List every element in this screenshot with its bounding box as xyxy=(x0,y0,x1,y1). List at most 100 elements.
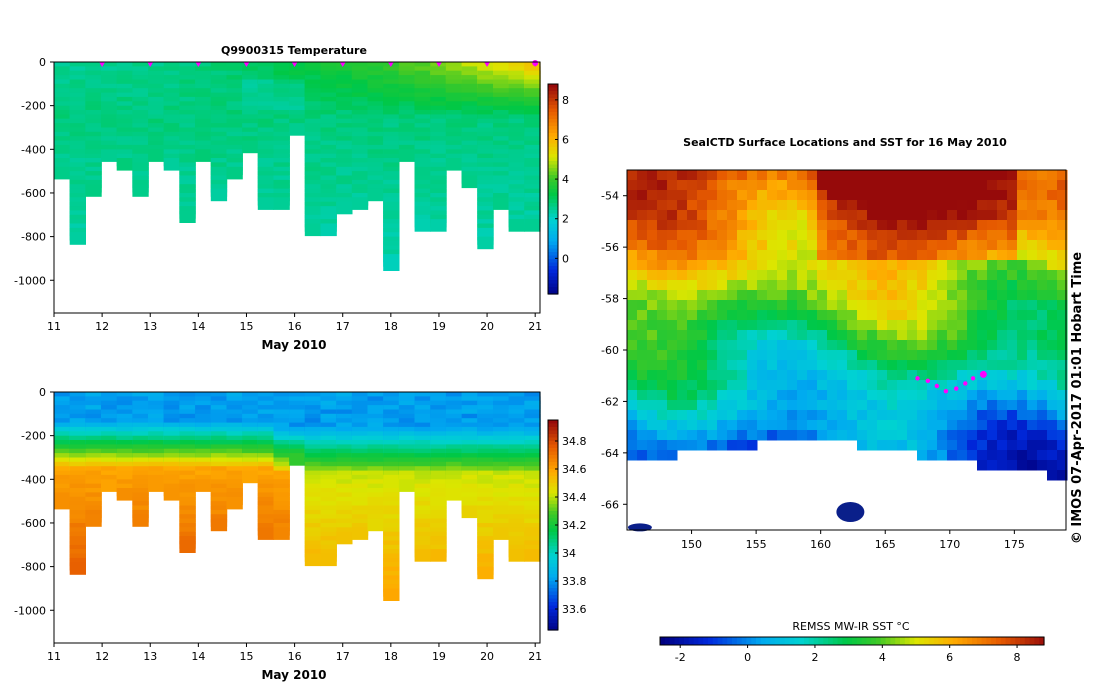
y-tick-label: -800 xyxy=(21,231,46,244)
sst-cell xyxy=(837,220,848,231)
sst-cell xyxy=(947,340,958,351)
sst-cell xyxy=(1027,260,1038,271)
sst-cell xyxy=(927,230,938,241)
sst-cell xyxy=(797,230,808,241)
sst-cell xyxy=(787,320,798,331)
sst-cell xyxy=(1037,450,1048,461)
y-tick-label: 0 xyxy=(39,386,46,399)
sst-cell xyxy=(947,280,958,291)
colorbar-swatch xyxy=(548,479,558,484)
sst-cell xyxy=(907,220,918,231)
sst-cell xyxy=(1027,430,1038,441)
data-cell xyxy=(116,158,133,171)
sst-cell xyxy=(697,330,708,341)
sst-cell xyxy=(1007,440,1018,451)
sst-cell xyxy=(727,430,738,441)
colorbar-swatch xyxy=(548,444,558,449)
colorbar-swatch xyxy=(548,539,558,544)
sst-cell xyxy=(847,410,858,421)
sst-cell xyxy=(967,370,978,381)
sst-cell xyxy=(907,400,918,411)
sst-cell xyxy=(977,240,988,251)
sst-cell xyxy=(867,330,878,341)
colorbar-swatch xyxy=(804,637,810,645)
sst-cell xyxy=(807,170,818,181)
sst-cell xyxy=(657,450,668,461)
sst-cell xyxy=(627,320,638,331)
sst-cell xyxy=(887,320,898,331)
sst-cell xyxy=(987,440,998,451)
colorbar-swatch xyxy=(548,567,558,572)
colorbar-swatch xyxy=(548,577,558,582)
sst-cell xyxy=(1057,400,1068,411)
sst-cell xyxy=(837,200,848,211)
sst-cell xyxy=(997,310,1008,321)
sst-cell xyxy=(1007,340,1018,351)
sst-cell xyxy=(1027,240,1038,251)
colorbar-swatch xyxy=(548,273,558,278)
sst-cell xyxy=(697,310,708,321)
sst-cell xyxy=(1017,240,1028,251)
sst-cell xyxy=(687,390,698,401)
sst-cell xyxy=(757,370,768,381)
sst-cell xyxy=(1057,180,1068,191)
sst-cell xyxy=(947,430,958,441)
sst-cell xyxy=(897,270,908,281)
sst-cell xyxy=(767,360,778,371)
sst-cell xyxy=(657,240,668,251)
sst-cell xyxy=(1037,180,1048,191)
colorbar-swatch xyxy=(1034,637,1040,645)
colorbar-swatch xyxy=(548,448,558,453)
sst-cell xyxy=(997,170,1008,181)
sst-cell xyxy=(1037,300,1048,311)
colorbar-swatch xyxy=(548,486,558,491)
sst-cell xyxy=(827,240,838,251)
sst-cell xyxy=(637,400,648,411)
colorbar-swatch xyxy=(856,637,863,645)
sst-cell xyxy=(897,320,908,331)
sst-cell xyxy=(817,300,828,311)
sst-cell xyxy=(977,280,988,291)
sst-cell xyxy=(807,210,818,221)
sst-cell xyxy=(1007,220,1018,231)
colorbar-swatch xyxy=(775,637,781,645)
temperature-title: Q9900315 Temperature xyxy=(221,44,367,57)
sst-cell xyxy=(747,410,758,421)
sst-cell xyxy=(957,380,968,391)
sst-cell xyxy=(787,180,798,191)
sst-cell xyxy=(1017,290,1028,301)
sst-cell xyxy=(967,310,978,321)
sst-cell xyxy=(927,420,938,431)
colorbar-swatch xyxy=(548,234,558,239)
salinity-y-axis: 0-200-400-600-800-1000 xyxy=(14,386,54,617)
sst-cell xyxy=(767,310,778,321)
sst-cell xyxy=(757,330,768,341)
sst-cell xyxy=(967,210,978,221)
sst-cell xyxy=(637,450,648,461)
salinity-plot-area xyxy=(54,392,541,601)
sst-cell xyxy=(717,280,728,291)
colorbar-swatch xyxy=(765,637,771,645)
sst-cell xyxy=(1027,200,1038,211)
sst-cell xyxy=(757,180,768,191)
sst-cell xyxy=(937,170,948,181)
track-point xyxy=(915,376,920,381)
data-cell xyxy=(304,223,322,237)
sst-cell xyxy=(877,360,888,371)
sst-cell xyxy=(747,370,758,381)
sst-cell xyxy=(787,420,798,431)
sst-cell xyxy=(697,360,708,371)
sst-cell xyxy=(677,430,688,441)
sst-cell xyxy=(737,390,748,401)
sst-cell xyxy=(757,220,768,231)
colorbar-swatch xyxy=(548,472,558,477)
sst-cell xyxy=(967,290,978,301)
sst-cell xyxy=(1007,330,1018,341)
sst-cell xyxy=(927,440,938,451)
sst-cell xyxy=(947,200,958,211)
sst-cell xyxy=(947,220,958,231)
sst-cell xyxy=(1057,270,1068,281)
colorbar-swatch xyxy=(548,609,558,614)
sst-cell xyxy=(897,350,908,361)
sst-colorbar: -2 0 2 4 6 8 xyxy=(659,636,1045,664)
